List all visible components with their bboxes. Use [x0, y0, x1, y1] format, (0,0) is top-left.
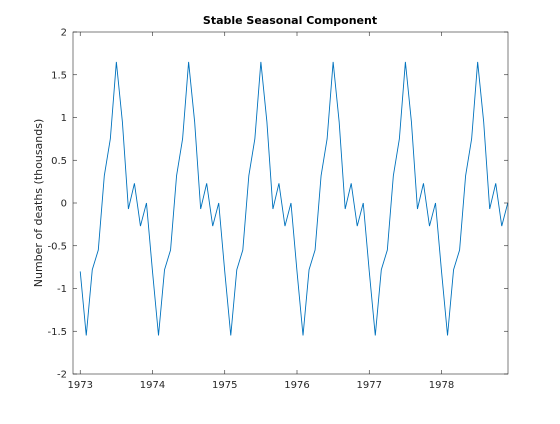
chart-title: Stable Seasonal Component: [203, 14, 377, 27]
y-tick-label: 1.5: [51, 70, 67, 81]
y-tick-label: -2: [57, 370, 67, 381]
x-tick-label: 1973: [67, 380, 92, 391]
x-tick-label: 1974: [140, 380, 165, 391]
y-ticks: -2 -1.5 -1 -0.5 0 0.5 1 1.5 2: [47, 28, 508, 381]
y-tick-label: 2: [61, 28, 67, 39]
y-tick-label: -0.5: [47, 241, 67, 252]
y-tick-label: 0.5: [51, 156, 67, 167]
y-axis-label: Number of deaths (thousands): [32, 119, 45, 288]
x-ticks: 1973 1974 1975 1976 1977 1978: [67, 32, 454, 391]
y-tick-label: -1.5: [47, 327, 67, 338]
series-layer: [79, 61, 509, 336]
x-tick-label: 1978: [429, 380, 454, 391]
y-tick-label: 1: [61, 113, 67, 124]
y-tick-label: 0: [61, 199, 67, 210]
x-tick-label: 1976: [284, 380, 309, 391]
plot-area: [73, 32, 508, 374]
y-tick-label: -1: [57, 284, 67, 295]
x-tick-label: 1977: [357, 380, 382, 391]
series-line-0: [79, 61, 509, 336]
x-tick-label: 1975: [212, 380, 237, 391]
